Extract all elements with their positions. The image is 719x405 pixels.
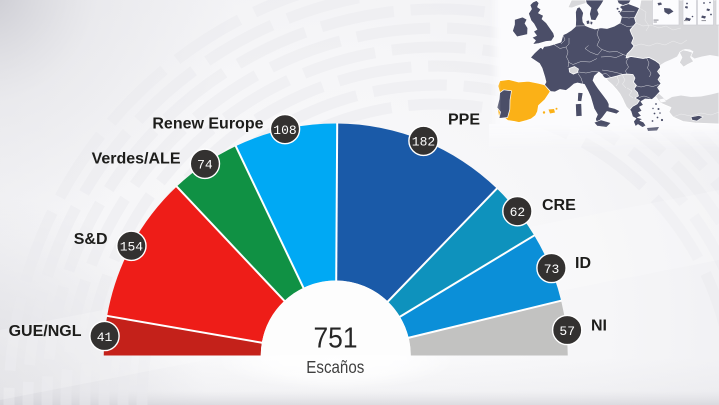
svg-text:GUE/NGL: GUE/NGL bbox=[9, 323, 82, 340]
svg-text:62: 62 bbox=[510, 205, 526, 220]
svg-text:751: 751 bbox=[314, 322, 358, 354]
svg-text:NI: NI bbox=[591, 318, 607, 335]
svg-text:Verdes/ALE: Verdes/ALE bbox=[92, 151, 181, 168]
svg-text:41: 41 bbox=[97, 330, 113, 345]
svg-text:74: 74 bbox=[197, 158, 213, 173]
svg-text:73: 73 bbox=[544, 262, 560, 277]
svg-text:Escaños: Escaños bbox=[306, 357, 364, 377]
svg-text:57: 57 bbox=[559, 324, 575, 339]
svg-text:Renew Europe: Renew Europe bbox=[152, 115, 263, 132]
svg-text:ID: ID bbox=[575, 255, 591, 272]
svg-text:S&D: S&D bbox=[74, 231, 108, 248]
svg-text:CRE: CRE bbox=[542, 197, 576, 214]
svg-text:182: 182 bbox=[412, 135, 435, 150]
svg-text:154: 154 bbox=[120, 240, 144, 255]
svg-text:108: 108 bbox=[273, 123, 296, 138]
svg-text:PPE: PPE bbox=[448, 111, 480, 128]
